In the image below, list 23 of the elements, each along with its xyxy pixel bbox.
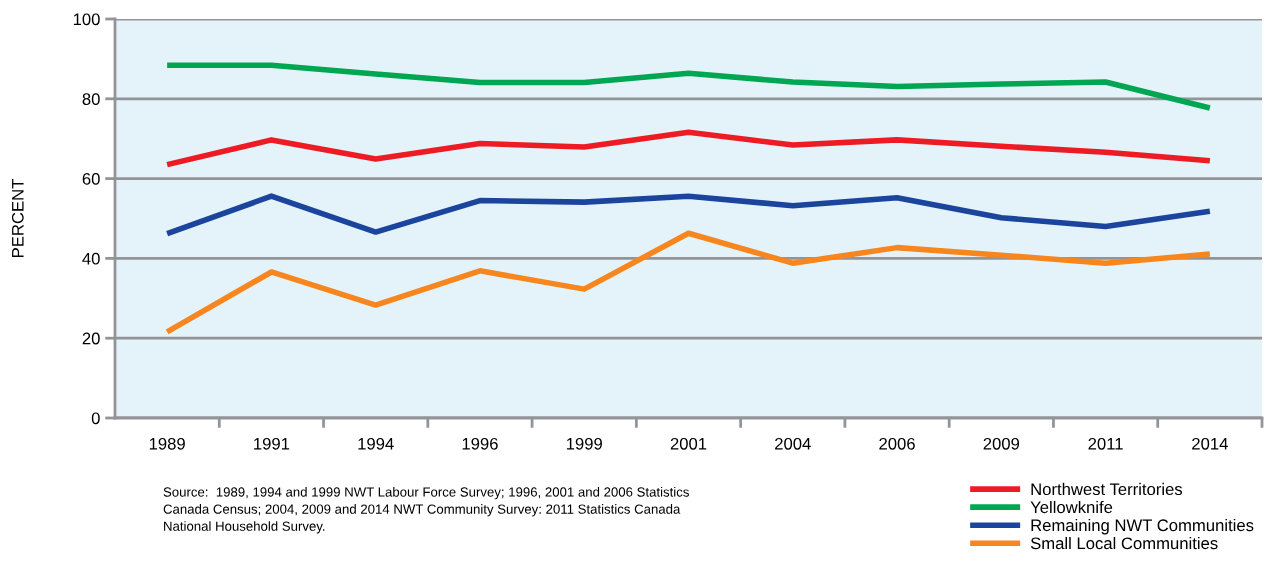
y-tick-label: 0	[91, 412, 100, 425]
x-tick-label: 1996	[462, 437, 498, 450]
y-tick-label: 20	[82, 332, 100, 345]
source-note: Source: 1989, 1994 and 1999 NWT Labour Force Survey; 1996, 2001 and 2006 Statistics Canada Census; 2004, 2009 and 2014 NWT Community Survey: 2011 Statistics Canada National Household Survey.	[163, 487, 689, 534]
y-tick-label: 60	[82, 173, 100, 185]
legend-label: Northwest Territories	[1031, 482, 1183, 496]
x-tick-label: 2009	[983, 437, 1020, 450]
x-tick-label: 2011	[1088, 437, 1123, 450]
y-tick-label: 100	[73, 13, 100, 26]
x-tick-label: 1991	[254, 437, 290, 450]
y-tick-label: 40	[82, 252, 100, 265]
legend-label: Remaining NWT Communities	[1031, 518, 1254, 535]
x-tick-label: 2014	[1192, 437, 1228, 450]
x-tick-label: 2001	[670, 437, 707, 450]
y-axis-title: PERCENT	[11, 179, 24, 257]
x-tick-label: 2006	[879, 437, 915, 450]
legend-label: Small Local Communities	[1030, 536, 1218, 550]
x-tick-label: 1989	[149, 437, 185, 450]
y-tick-label: 80	[82, 93, 100, 105]
x-tick-label: 2004	[775, 437, 811, 450]
x-tick-label: 1999	[566, 437, 602, 450]
x-tick-label: 1994	[358, 437, 394, 450]
legend-label: Yellowknife	[1030, 500, 1113, 514]
